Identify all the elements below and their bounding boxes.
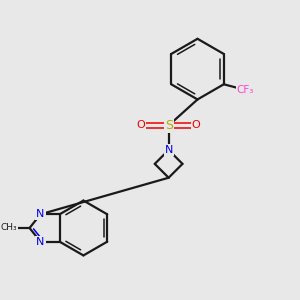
Text: N: N: [164, 145, 173, 155]
Text: O: O: [192, 120, 200, 130]
Text: N: N: [36, 209, 45, 219]
Text: CH₃: CH₃: [0, 224, 17, 232]
Text: S: S: [165, 119, 172, 132]
Text: CF₃: CF₃: [237, 85, 254, 95]
Text: N: N: [36, 237, 45, 247]
Text: O: O: [137, 120, 146, 130]
